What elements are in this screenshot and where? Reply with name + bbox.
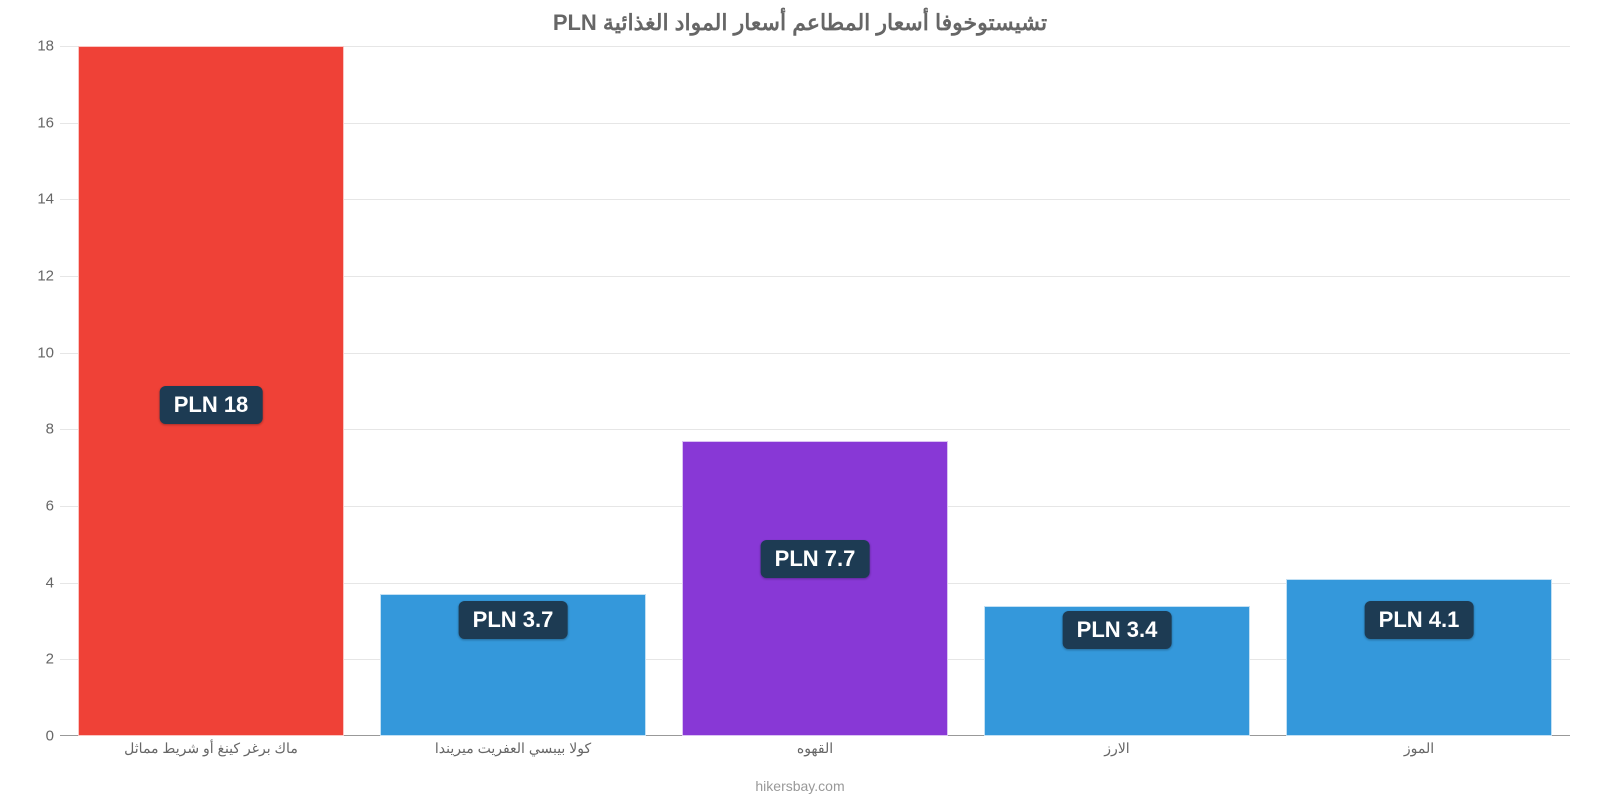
y-tick-label: 8 — [4, 421, 54, 438]
x-tick-label: الموز — [1404, 740, 1434, 757]
attribution-text: hikersbay.com — [0, 778, 1600, 794]
y-tick-label: 10 — [4, 344, 54, 361]
x-tick-label: ماك برغر كينغ أو شريط مماثل — [124, 740, 298, 757]
value-badge: PLN 18 — [160, 386, 263, 424]
y-tick-label: 2 — [4, 651, 54, 668]
chart-title: تشيستوخوفا أسعار المطاعم أسعار المواد ال… — [0, 10, 1600, 36]
value-badge: PLN 3.4 — [1063, 611, 1172, 649]
price-bar-chart: تشيستوخوفا أسعار المطاعم أسعار المواد ال… — [0, 0, 1600, 800]
y-tick-label: 16 — [4, 114, 54, 131]
bar — [682, 441, 948, 736]
y-tick-label: 6 — [4, 498, 54, 515]
y-tick-label: 12 — [4, 268, 54, 285]
value-badge: PLN 3.7 — [459, 601, 568, 639]
x-tick-label: كولا بيبسي العفريت ميريندا — [435, 740, 591, 757]
x-tick-label: القهوه — [797, 740, 833, 757]
y-tick-label: 4 — [4, 574, 54, 591]
x-tick-label: الارز — [1104, 740, 1129, 757]
y-tick-label: 14 — [4, 191, 54, 208]
value-badge: PLN 4.1 — [1365, 601, 1474, 639]
value-badge: PLN 7.7 — [761, 540, 870, 578]
y-tick-label: 18 — [4, 38, 54, 55]
y-tick-label: 0 — [4, 728, 54, 745]
